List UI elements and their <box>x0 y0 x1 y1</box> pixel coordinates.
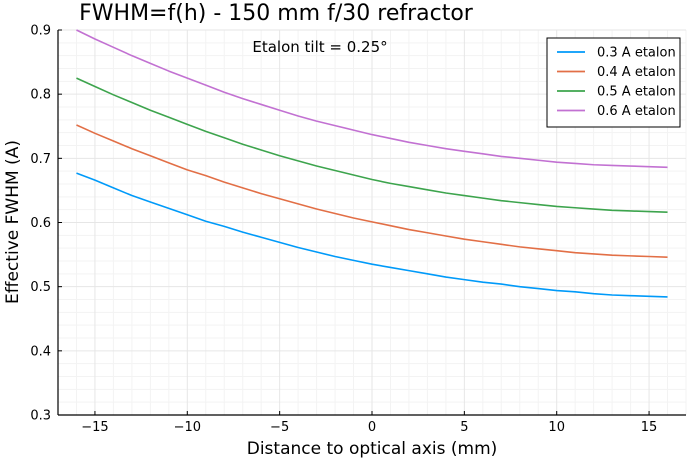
y-tick-label: 0.8 <box>30 88 51 103</box>
series-lines <box>76 29 668 298</box>
series-line-2 <box>76 124 668 258</box>
y-tick-label: 0.6 <box>30 216 51 231</box>
x-tick-label: −5 <box>270 420 289 435</box>
y-tick-label: 0.9 <box>30 24 51 39</box>
y-tick-label: 0.4 <box>30 344 51 359</box>
legend-label-3: 0.5 A etalon <box>597 85 676 100</box>
x-tick-label: 5 <box>460 420 468 435</box>
legend-label-4: 0.6 A etalon <box>597 104 676 119</box>
axes: −15 −10 −5 0 5 10 15 0.3 0.4 0.5 0.6 0.7 0.8 0.9 <box>30 24 686 435</box>
x-tick-label: −15 <box>81 420 108 435</box>
x-tick-label: −10 <box>174 420 201 435</box>
y-tick-label: 0.5 <box>30 280 51 295</box>
x-tick-label: 0 <box>368 420 376 435</box>
series-line-3 <box>76 77 668 214</box>
x-tick-label: 10 <box>548 420 565 435</box>
series-line-4 <box>76 29 668 169</box>
chart-annotation: Etalon tilt = 0.25° <box>252 38 387 56</box>
y-tick-label: 0.7 <box>30 152 51 167</box>
series-line-1 <box>76 172 668 298</box>
legend: 0.3 A etalon 0.4 A etalon 0.5 A etalon 0.6 … <box>546 37 681 128</box>
y-axis-label: Effective FWHM (A) <box>3 140 23 304</box>
y-tick-label: 0.3 <box>30 409 51 424</box>
legend-label-2: 0.4 A etalon <box>597 65 676 80</box>
legend-label-1: 0.3 A etalon <box>597 46 676 61</box>
x-tick-label: 15 <box>641 420 658 435</box>
chart-title: FWHM=f(h) - 150 mm f/30 refractor <box>79 1 474 26</box>
x-axis-label: Distance to optical axis (mm) <box>247 439 498 459</box>
